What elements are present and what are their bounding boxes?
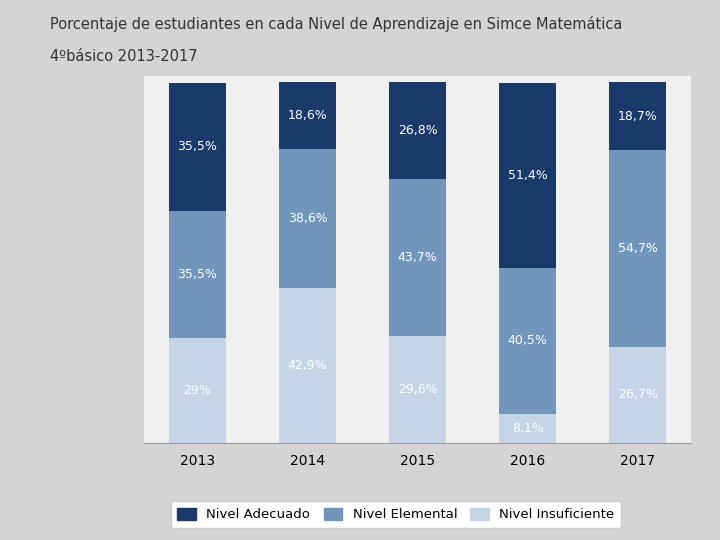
Text: 26,7%: 26,7% — [618, 388, 657, 401]
Text: 42,9%: 42,9% — [288, 359, 328, 372]
Text: 35,5%: 35,5% — [178, 268, 217, 281]
Text: Porcentaje de estudiantes en cada Nivel de Aprendizaje en Simce Matemática: Porcentaje de estudiantes en cada Nivel … — [50, 16, 623, 32]
Text: 40,5%: 40,5% — [508, 334, 548, 347]
Text: 51,4%: 51,4% — [508, 169, 547, 182]
Legend: Nivel Adecuado, Nivel Elemental, Nivel Insuficiente: Nivel Adecuado, Nivel Elemental, Nivel I… — [171, 501, 621, 528]
Bar — [609, 347, 666, 443]
Text: 8,1%: 8,1% — [512, 422, 544, 435]
Text: 54,7%: 54,7% — [618, 242, 657, 255]
Text: 38,6%: 38,6% — [288, 212, 328, 225]
Bar — [279, 288, 336, 443]
Bar — [499, 414, 557, 443]
Bar — [609, 150, 666, 347]
Bar — [279, 150, 336, 288]
Bar — [499, 268, 557, 414]
Bar — [389, 179, 446, 336]
Text: 18,7%: 18,7% — [618, 110, 657, 123]
Text: 4ºbásico 2013-2017: 4ºbásico 2013-2017 — [50, 49, 198, 64]
Bar — [499, 83, 557, 268]
Bar — [169, 339, 226, 443]
Bar — [279, 83, 336, 150]
Text: 35,5%: 35,5% — [178, 140, 217, 153]
Bar — [609, 83, 666, 150]
Bar — [389, 83, 446, 179]
Text: 43,7%: 43,7% — [397, 251, 438, 264]
Text: 18,6%: 18,6% — [288, 110, 328, 123]
Text: 29%: 29% — [184, 384, 212, 397]
Bar — [389, 336, 446, 443]
Bar — [169, 83, 226, 211]
Text: 26,8%: 26,8% — [397, 124, 438, 137]
Text: 29,6%: 29,6% — [397, 383, 438, 396]
Bar — [169, 211, 226, 339]
